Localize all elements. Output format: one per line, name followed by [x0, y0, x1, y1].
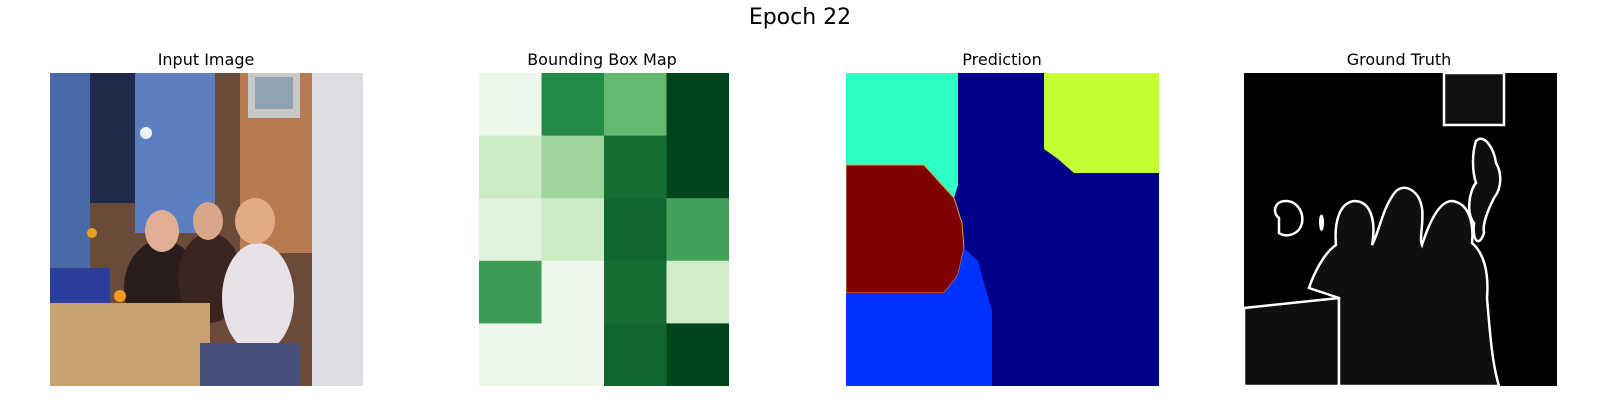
- prediction-title: Prediction: [962, 50, 1042, 69]
- prediction-map: [846, 73, 1159, 386]
- ground-truth-mask: [1244, 73, 1557, 386]
- heatmap-cell: [666, 260, 729, 324]
- heatmap-cell: [666, 73, 729, 137]
- heatmap-cell: [604, 198, 667, 262]
- heatmap-cell: [541, 198, 605, 262]
- input-image-title: Input Image: [157, 50, 255, 69]
- segment-cyan: [846, 73, 958, 208]
- bounding-box-heatmap: [479, 73, 729, 386]
- heatmap-cell: [479, 73, 542, 137]
- heatmap-cell: [604, 135, 667, 199]
- segment-yellow: [1044, 73, 1159, 173]
- heatmap-cell: [479, 323, 542, 386]
- heatmap-cell: [479, 135, 542, 199]
- heatmap-cell: [541, 73, 605, 137]
- heatmap-cell: [666, 198, 729, 262]
- bounding-box-map: [479, 73, 792, 386]
- segment-blue: [846, 248, 992, 386]
- heatmap-cell: [604, 73, 667, 137]
- prediction-segmentation: [846, 73, 1159, 386]
- ground-truth-title: Ground Truth: [1346, 50, 1452, 69]
- heatmap-cell: [604, 260, 667, 324]
- heatmap-cell: [479, 198, 542, 262]
- figure-title: Epoch 22: [748, 5, 852, 30]
- heatmap-cell: [666, 135, 729, 199]
- photo-icon: [50, 73, 363, 386]
- heatmap-cell: [479, 260, 542, 324]
- heatmap-cell: [541, 260, 605, 324]
- gt-table: [1244, 296, 1341, 386]
- gt-tv: [1442, 73, 1506, 127]
- gt-plant: [1468, 137, 1502, 243]
- heatmap-cell: [604, 323, 667, 386]
- ground-truth-edges: [1244, 73, 1557, 386]
- heatmap-cell: [666, 323, 729, 386]
- input-image: [50, 73, 363, 386]
- bounding-box-map-title: Bounding Box Map: [527, 50, 677, 69]
- gt-object-small: [1319, 214, 1324, 231]
- gt-people: [1307, 186, 1501, 386]
- heatmap-cell: [541, 323, 605, 386]
- heatmap-cell: [541, 135, 605, 199]
- gt-object-left: [1273, 199, 1304, 237]
